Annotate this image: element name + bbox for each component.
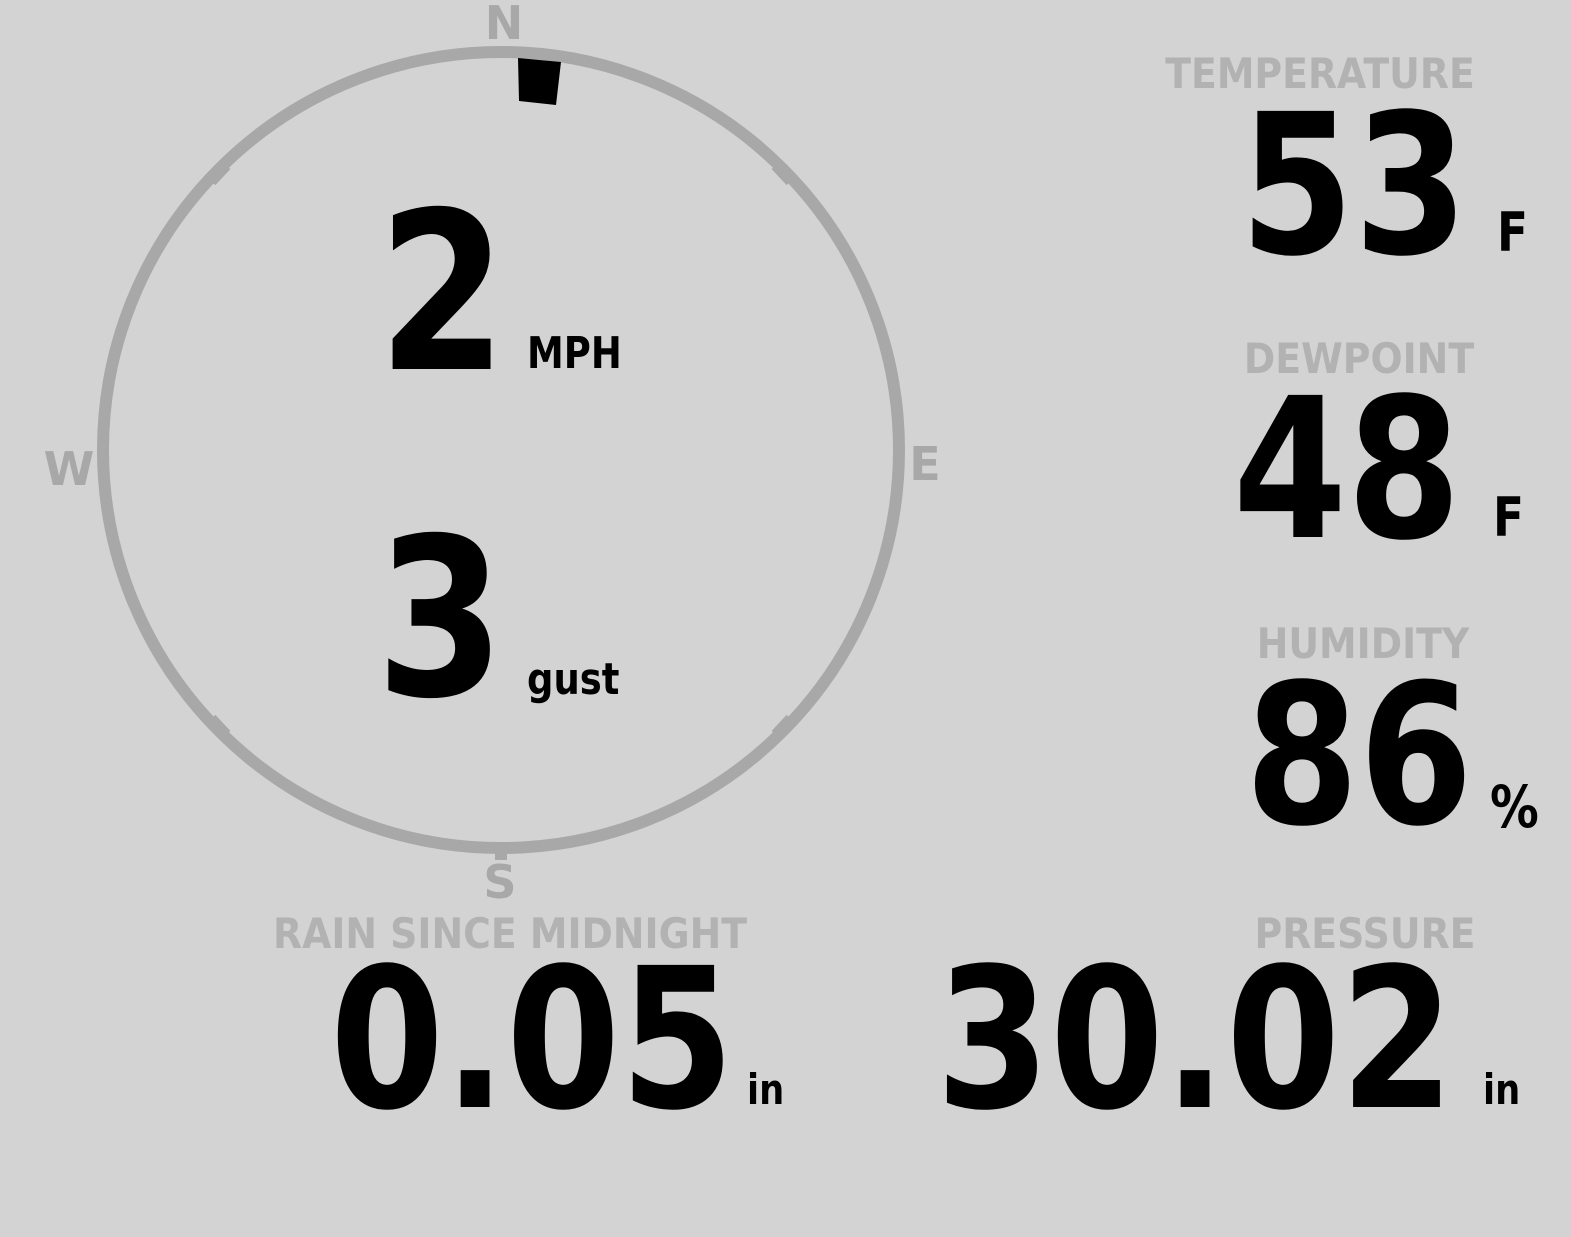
compass-ticks <box>206 160 796 860</box>
wind-speed-value: 2 <box>378 165 507 421</box>
pressure-label: PRESSURE <box>1254 909 1476 958</box>
pressure-unit: in <box>1483 1065 1521 1114</box>
pressure-value: 30.02 <box>936 926 1455 1153</box>
wind-direction-marker <box>518 58 561 105</box>
temperature-value: 53 <box>1240 72 1468 299</box>
dewpoint-unit: F <box>1493 486 1524 549</box>
rain-label: RAIN SINCE MIDNIGHT <box>272 909 748 958</box>
wind-speed-unit: MPH <box>527 328 622 379</box>
wind-gust-value: 3 <box>376 491 505 747</box>
humidity-label: HUMIDITY <box>1256 619 1470 668</box>
compass-label-west: W <box>43 442 95 496</box>
rain-value: 0.05 <box>330 926 735 1153</box>
compass-label-south: S <box>483 855 517 909</box>
compass-label-east: E <box>909 437 941 491</box>
humidity-value: 86 <box>1245 642 1473 869</box>
temperature-label: TEMPERATURE <box>1165 49 1475 98</box>
temperature-unit: F <box>1497 201 1528 264</box>
rain-unit: in <box>747 1065 785 1114</box>
dewpoint-value: 48 <box>1233 356 1461 583</box>
compass-label-north: N <box>484 0 524 50</box>
wind-gust-unit: gust <box>527 654 620 705</box>
dewpoint-label: DEWPOINT <box>1243 334 1475 383</box>
humidity-unit: % <box>1490 773 1539 841</box>
